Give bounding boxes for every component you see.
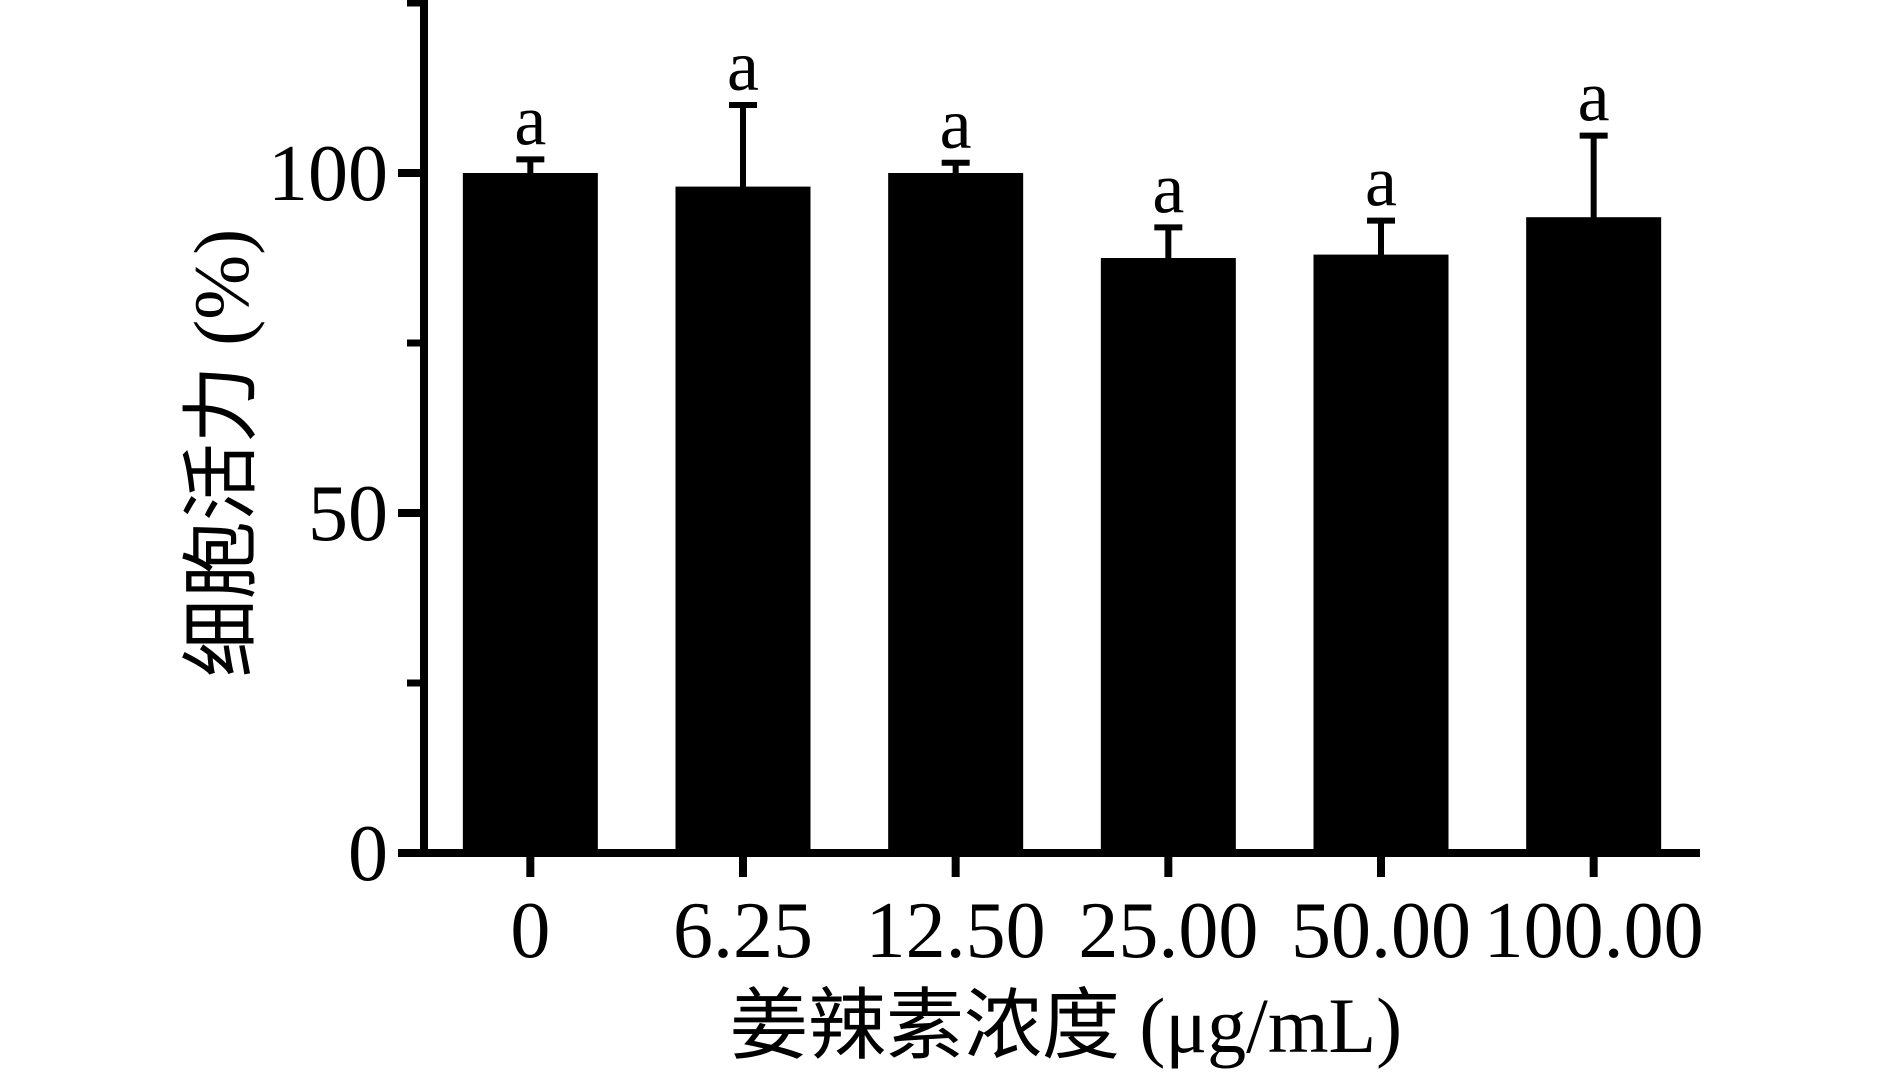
sig-label: a xyxy=(1365,142,1397,222)
sig-label: a xyxy=(514,80,546,160)
bar xyxy=(675,186,811,854)
y-axis-title: 细胞活力 (%) xyxy=(178,229,265,677)
x-tick-label: 50.00 xyxy=(1291,887,1471,975)
x-tick-label: 6.25 xyxy=(673,887,813,975)
sig-label: a xyxy=(727,26,759,106)
x-tick-label: 12.50 xyxy=(866,887,1046,975)
bar xyxy=(1313,254,1449,854)
x-tick-label: 100.00 xyxy=(1484,887,1704,975)
bar xyxy=(462,173,598,853)
bar xyxy=(1526,217,1662,853)
sig-label: a xyxy=(940,84,972,164)
x-tick-label: 25.00 xyxy=(1078,887,1258,975)
bar xyxy=(1100,258,1236,853)
sig-label: a xyxy=(1152,148,1184,228)
y-tick-label: 100 xyxy=(268,130,388,218)
y-tick-label: 50 xyxy=(308,470,388,558)
x-axis-title: 姜辣素浓度 (μg/mL) xyxy=(730,982,1402,1069)
x-tick-label: 0 xyxy=(510,887,550,975)
sig-label: a xyxy=(1578,57,1610,137)
y-tick-label: 0 xyxy=(348,810,388,898)
bar xyxy=(888,173,1024,853)
plot-area: a 0 a 6.25 a 12.50 a 25.00 a 50.00 a 100.00 0 50 100 xyxy=(268,0,1704,975)
